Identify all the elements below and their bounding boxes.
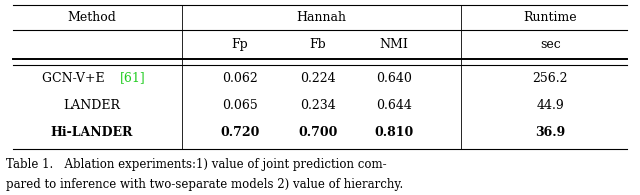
Text: 0.644: 0.644 <box>376 99 412 112</box>
Text: Fb: Fb <box>310 38 326 51</box>
Text: Method: Method <box>67 11 116 24</box>
Text: sec: sec <box>540 38 561 51</box>
Text: 0.062: 0.062 <box>222 72 258 84</box>
Text: 0.720: 0.720 <box>220 126 260 139</box>
Text: 0.224: 0.224 <box>300 72 336 84</box>
Text: Fp: Fp <box>232 38 248 51</box>
Text: 256.2: 256.2 <box>532 72 568 84</box>
Text: Hi-LANDER: Hi-LANDER <box>51 126 132 139</box>
Text: 44.9: 44.9 <box>536 99 564 112</box>
Text: GCN-V+E: GCN-V+E <box>42 72 109 84</box>
Text: LANDER: LANDER <box>63 99 120 112</box>
Text: 0.700: 0.700 <box>298 126 338 139</box>
Text: 0.810: 0.810 <box>374 126 413 139</box>
Text: Hannah: Hannah <box>296 11 346 24</box>
Text: 0.640: 0.640 <box>376 72 412 84</box>
Text: [61]: [61] <box>120 72 146 84</box>
Text: NMI: NMI <box>379 38 408 51</box>
Text: 0.065: 0.065 <box>222 99 258 112</box>
Text: 36.9: 36.9 <box>535 126 566 139</box>
Text: 0.234: 0.234 <box>300 99 336 112</box>
Text: Runtime: Runtime <box>524 11 577 24</box>
Text: pared to inference with two-separate models 2) value of hierarchy.: pared to inference with two-separate mod… <box>6 178 404 191</box>
Text: Table 1.   Ablation experiments:1) value of joint prediction com-: Table 1. Ablation experiments:1) value o… <box>6 158 387 171</box>
